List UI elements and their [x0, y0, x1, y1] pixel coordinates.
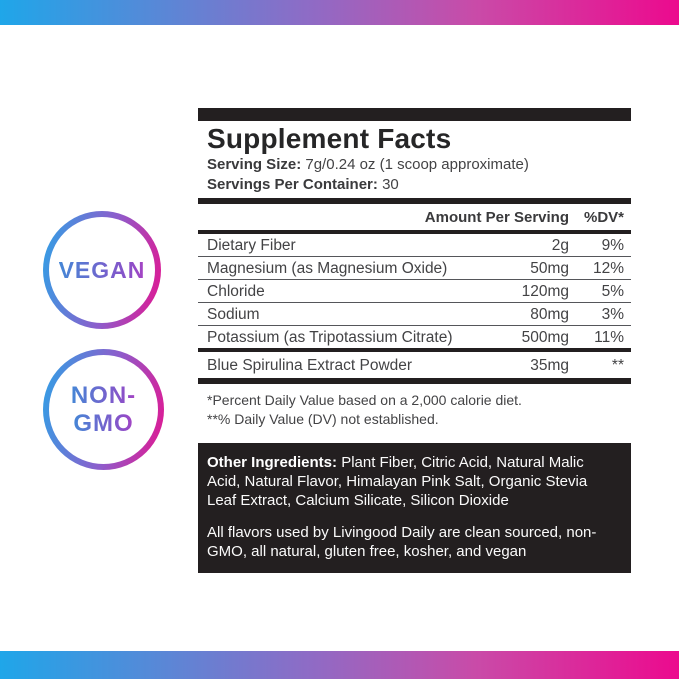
serving-size-value: 7g/0.24 oz (1 scoop approximate): [305, 156, 529, 173]
nutrient-dv: 9%: [601, 237, 624, 254]
table-row: Sodium 80mg 3%: [198, 303, 631, 325]
nutrient-dv: 3%: [601, 306, 624, 323]
serving-size-line: Serving Size: 7g/0.24 oz (1 scoop approx…: [207, 155, 631, 175]
amount-per-serving-header: Amount Per Serving: [424, 209, 569, 226]
nutrient-name: Blue Spirulina Extract Powder: [207, 357, 413, 374]
table-row: Chloride 120mg 5%: [198, 280, 631, 302]
nutrient-amount: 35mg: [530, 357, 569, 374]
table-header-row: Amount Per Serving %DV*: [198, 204, 631, 230]
table-row: Potassium (as Tripotassium Citrate) 500m…: [198, 326, 631, 348]
nutrient-name: Magnesium (as Magnesium Oxide): [207, 260, 448, 277]
servings-per-container-value: 30: [382, 175, 399, 193]
vegan-badge: VEGAN: [43, 211, 161, 329]
other-ingredients-label: Other Ingredients:: [207, 454, 338, 471]
vegan-badge-label: VEGAN: [58, 257, 146, 283]
table-row-spirulina: Blue Spirulina Extract Powder 35mg **: [198, 352, 631, 378]
percent-dv-header: %DV*: [583, 209, 624, 226]
nutrient-amount: 2g: [551, 237, 569, 254]
divider-medium-under-header: [198, 230, 631, 234]
footnotes: *Percent Daily Value based on a 2,000 ca…: [198, 384, 631, 438]
gradient-band-bottom: [0, 651, 679, 679]
table-row: Magnesium (as Magnesium Oxide) 50mg 12%: [198, 257, 631, 279]
other-ingredients-box: Other Ingredients: Plant Fiber, Citric A…: [198, 443, 631, 573]
nutrient-amount: 120mg: [521, 283, 569, 300]
servings-per-container-label: Servings Per Container:: [207, 175, 378, 193]
vegan-badge-inner: VEGAN: [49, 217, 155, 323]
serving-size-label: Serving Size:: [207, 156, 302, 173]
nutrient-name: Dietary Fiber: [207, 237, 296, 254]
non-gmo-badge-inner: NON- GMO: [49, 355, 158, 464]
supplement-facts-title: Supplement Facts: [207, 123, 452, 154]
non-gmo-badge-label-line1: NON-: [70, 381, 137, 409]
divider-medium-above-spirulina: [198, 348, 631, 352]
divider-thick-top: [198, 198, 631, 204]
nutrient-dv: 11%: [594, 329, 624, 346]
row-separator: [198, 279, 631, 280]
nutrient-amount: 80mg: [530, 306, 569, 323]
nutrient-name: Potassium (as Tripotassium Citrate): [207, 329, 453, 346]
non-gmo-badge-label-line2: GMO: [73, 409, 134, 437]
footnote-dv-not-established: **% Daily Value (DV) not established.: [207, 411, 439, 427]
nutrient-amount: 500mg: [521, 329, 569, 346]
flavors-note: All flavors used by Livingood Daily are …: [207, 524, 597, 560]
nutrient-dv: 12%: [592, 260, 624, 277]
row-separator: [198, 302, 631, 303]
servings-per-container-line: Servings Per Container: 30: [207, 175, 631, 195]
row-separator: [198, 325, 631, 326]
divider-thick-bottom: [198, 378, 631, 384]
table-row: Dietary Fiber 2g 9%: [198, 234, 631, 256]
panel-top-bar: [198, 108, 631, 121]
row-separator: [198, 256, 631, 257]
nutrient-name: Sodium: [207, 306, 260, 323]
nutrient-dv: 5%: [601, 283, 624, 300]
nutrient-name: Chloride: [207, 283, 265, 300]
nutrient-amount: 50mg: [530, 260, 569, 277]
other-ingredients-paragraph: Other Ingredients: Plant Fiber, Citric A…: [207, 453, 605, 510]
nutrient-dv: **: [611, 357, 624, 374]
supplement-facts-panel: Supplement Facts Serving Size: 7g/0.24 o…: [198, 108, 631, 573]
non-gmo-badge: NON- GMO: [43, 349, 164, 470]
other-ingredients-text: Plant Fiber, Citric Acid, Natural Malic …: [207, 454, 588, 509]
footnote-daily-value: *Percent Daily Value based on a 2,000 ca…: [207, 392, 522, 408]
gradient-band-top: [0, 0, 679, 25]
